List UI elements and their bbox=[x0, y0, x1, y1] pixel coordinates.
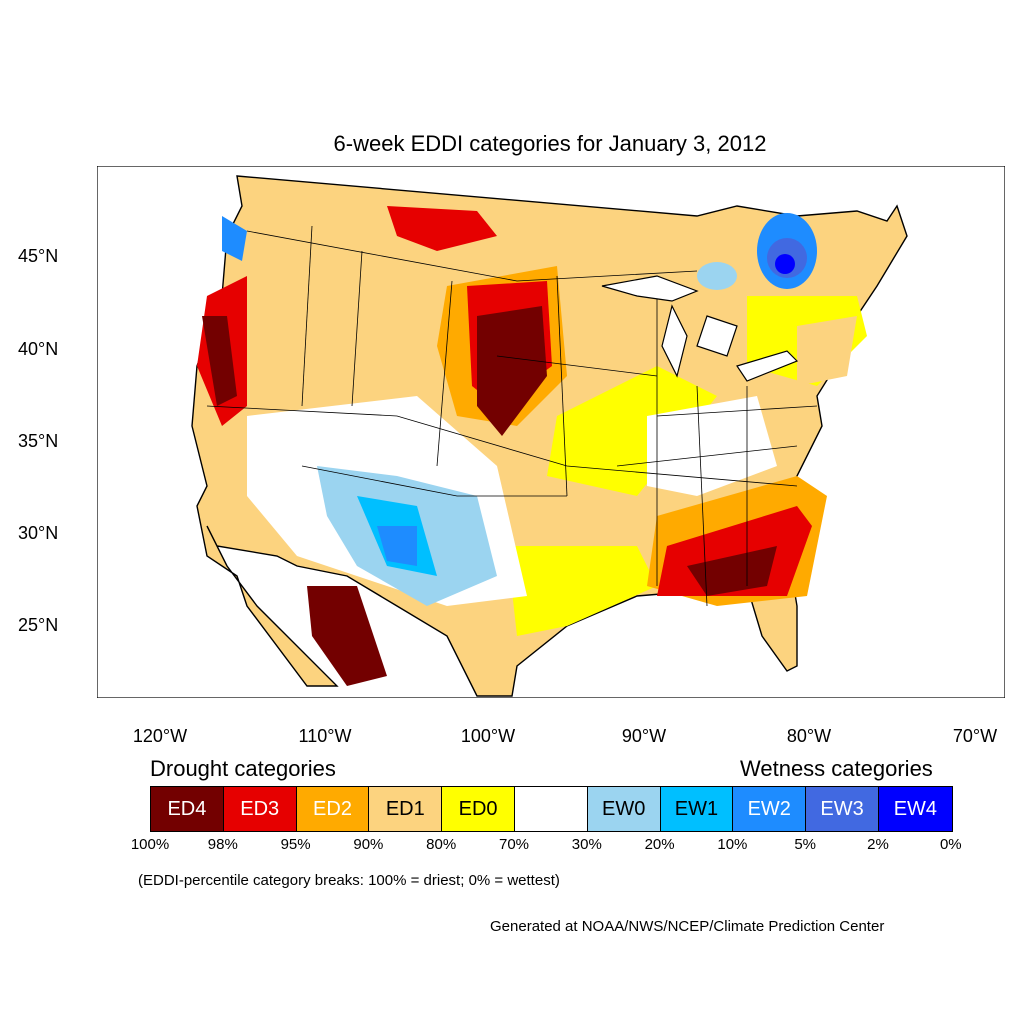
legend-box-ed1: ED1 bbox=[369, 787, 443, 831]
lon-label-110: 110°W bbox=[298, 726, 352, 746]
category-note: (EDDI-percentile category breaks: 100% =… bbox=[138, 872, 560, 889]
legend-box-ew2: EW2 bbox=[733, 787, 807, 831]
white-ohio bbox=[647, 396, 777, 496]
percentile-label: 70% bbox=[498, 836, 530, 853]
ed0-south bbox=[507, 546, 657, 636]
great-lakes bbox=[601, 275, 799, 382]
legend-box-ew1: EW1 bbox=[660, 787, 734, 831]
percentile-label: 20% bbox=[644, 836, 675, 853]
legend-box-ed3: ED3 bbox=[223, 787, 297, 831]
drought-heading: Drought categories bbox=[150, 756, 336, 781]
wetness-heading: Wetness categories bbox=[740, 756, 933, 781]
legend-box-ew0: EW0 bbox=[587, 787, 661, 831]
lon-label-120: 120°W bbox=[132, 726, 188, 746]
legend-box-ed2: ED2 bbox=[296, 787, 370, 831]
lat-label-35: 35°N bbox=[18, 431, 59, 451]
percentile-label: 80% bbox=[426, 836, 457, 853]
ew4-canada bbox=[775, 254, 795, 274]
map-title: 6-week EDDI categories for January 3, 20… bbox=[333, 131, 767, 156]
ed4-mexico bbox=[307, 586, 387, 686]
lon-label-80: 80°W bbox=[786, 726, 832, 746]
lat-label-45: 45°N bbox=[18, 246, 59, 266]
lon-label-70: 70°W bbox=[952, 726, 998, 746]
lon-label-100: 100°W bbox=[460, 726, 516, 746]
percentile-label: 10% bbox=[717, 836, 748, 853]
percentile-label: 30% bbox=[571, 836, 602, 853]
ed4-southeast bbox=[687, 546, 777, 596]
legend-box-ew3: EW3 bbox=[806, 787, 879, 831]
legend-bar: ED4 ED3 ED2 ED1 ED0 EW0 EW1 EW2 EW3 EW4 bbox=[150, 786, 953, 832]
credit-text: Generated at NOAA/NWS/NCEP/Climate Predi… bbox=[490, 918, 885, 935]
legend-box-ed4: ED4 bbox=[151, 787, 224, 831]
legend-box-ed0: ED0 bbox=[442, 787, 515, 831]
percentile-label: 5% bbox=[794, 836, 817, 853]
ed4-plains bbox=[477, 306, 547, 436]
lon-label-90: 90°W bbox=[621, 726, 667, 746]
percentile-label: 95% bbox=[280, 836, 311, 853]
eddi-map bbox=[97, 166, 1005, 698]
ed4-westcoast bbox=[202, 316, 237, 406]
legend-box-ew4: EW4 bbox=[878, 787, 952, 831]
ew2-southwest bbox=[377, 526, 417, 566]
lat-label-25: 25°N bbox=[18, 615, 59, 635]
ew2-pacific-nw bbox=[222, 216, 247, 261]
lat-label-40: 40°N bbox=[18, 339, 59, 359]
ew0-canada bbox=[697, 262, 737, 290]
percentile-label: 0% bbox=[939, 836, 962, 853]
percentile-label: 100% bbox=[130, 836, 170, 853]
percentile-label: 90% bbox=[353, 836, 384, 853]
lat-label-30: 30°N bbox=[18, 523, 59, 543]
percentile-label: 98% bbox=[207, 836, 238, 853]
legend-box-neutral bbox=[514, 787, 588, 831]
percentile-label: 2% bbox=[867, 836, 889, 853]
ed3-north bbox=[387, 206, 497, 251]
state-borders bbox=[206, 225, 818, 607]
ed1-northeast bbox=[797, 316, 857, 386]
ed0-midwest bbox=[547, 366, 717, 496]
